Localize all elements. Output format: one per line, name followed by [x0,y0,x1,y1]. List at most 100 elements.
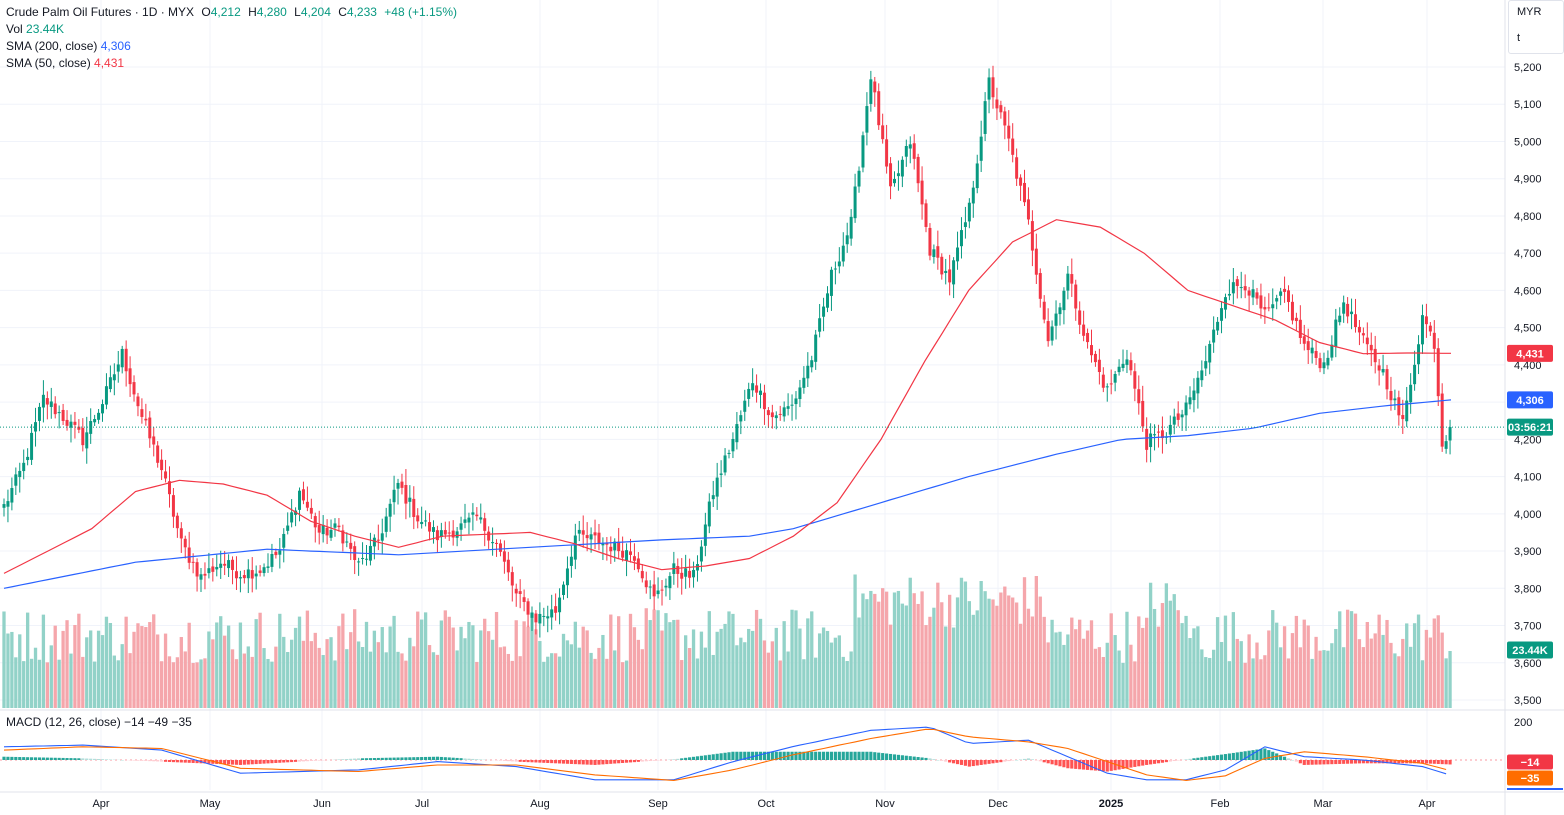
volume-bar [77,613,81,708]
volume-bar [904,605,908,708]
volume-badge-bg [1507,641,1553,659]
candle-body [550,609,554,618]
candle-body [148,417,152,439]
macd-hist-bar [952,760,956,764]
volume-bar [758,618,763,708]
volume-bar [286,652,290,708]
candle-body [57,412,61,414]
volume-bar [1074,629,1078,708]
volume-bar [1294,615,1299,708]
sma200-row[interactable]: SMA (200, close) 4,306 [6,38,457,55]
volume-bar [404,660,408,708]
macd-legend[interactable]: MACD (12, 26, close) −14 −49 −35 [6,715,192,729]
candle-body [802,377,806,388]
candle-body [1353,314,1357,328]
volume-bar [652,609,656,708]
volume-bar [451,627,455,708]
volume-bar [1081,638,1086,708]
volume-bar [798,628,802,708]
candle-body [270,553,274,567]
macd-hist-bar [384,757,388,760]
volume-bar [333,660,337,708]
close-label: C [338,5,347,19]
macd-line-value: −49 [147,715,169,729]
candle-body [1113,373,1117,383]
macd-hist-bar [297,760,302,762]
macd-hist-bar [829,751,834,760]
macd-hist-bar [861,751,865,760]
volume-bar [65,620,69,708]
candle-body [1062,290,1066,311]
macd-hist-bar [404,757,408,760]
volume-bar [1046,642,1050,708]
time-tick-label: Oct [757,798,774,810]
macd-hist-bar [1082,760,1086,770]
candle-body [412,498,416,517]
macd-hist-bar [73,758,77,760]
candle-body [1263,307,1267,310]
currency-label[interactable]: MYR [1517,6,1542,18]
macd-hist-bar [1282,756,1287,760]
volume-bar [1180,623,1184,708]
candle-body [1180,414,1184,418]
macd-hist-bar [735,751,739,760]
macd-hist-bar [770,751,774,760]
volume-bar [1282,626,1287,708]
macd-hist-bar [1247,750,1251,760]
volume-bar [368,651,373,708]
symbol-title[interactable]: Crude Palm Oil Futures · 1D · MYX [6,5,195,19]
volume-bar [1188,638,1192,708]
macd-hist-bar [743,751,747,760]
macd-hist-bar [195,760,199,764]
volume-row[interactable]: Vol 23.44K [6,21,457,38]
macd-hist-bar [396,757,400,760]
sma50-row[interactable]: SMA (50, close) 4,431 [6,55,457,72]
candle-body [613,541,617,551]
sma200-badge-bg [1507,391,1553,409]
volume-bar [349,632,353,708]
volume-bar [514,620,518,708]
volume-bar [845,661,849,708]
candle-body [191,561,195,563]
volume-bar [1089,620,1094,708]
volume-bar [881,588,885,708]
macd-signal-badge: −35 [1507,770,1553,786]
volume-bar [360,647,365,708]
macd-hist-bar [1030,759,1034,760]
macd-hist-bar [1078,760,1082,770]
candle-body [1413,364,1417,385]
macd-hist-bar [1413,760,1417,764]
macd-hist-bar [798,751,802,760]
candle-body [1279,291,1283,296]
unit-label[interactable]: t [1517,32,1521,44]
macd-hist-bar [885,753,889,760]
macd-hist-bar [644,760,648,762]
volume-bar [1255,642,1259,708]
macd-hist-bar [282,760,286,763]
volume-bar [877,601,881,708]
ohlc-row: Crude Palm Oil Futures · 1D · MYX O4,212… [6,4,457,21]
volume-bar [171,662,176,708]
volume-bar [975,610,979,708]
volume-bar [167,656,172,708]
macd-hist-bar [1255,749,1259,760]
volume-bar [869,590,873,708]
volume-bar [695,658,700,708]
volume-bar [884,591,889,708]
macd-hist-bar [1109,760,1113,771]
macd-hist-bar [849,751,853,760]
macd-hist-bar [723,752,727,760]
macd-hist-bar [175,760,179,763]
candle-body [987,77,991,100]
macd-hist-bar [171,760,176,763]
macd-hist-bar [1125,760,1129,769]
volume-bar [1054,632,1058,708]
macd-hist-bar [1393,760,1397,764]
volume-bar [1424,629,1429,708]
candle-body [455,531,459,538]
macd-hist-bar [833,751,837,760]
candle-body [258,570,262,573]
volume-bar [412,646,416,708]
macd-hist-bar [219,760,223,765]
